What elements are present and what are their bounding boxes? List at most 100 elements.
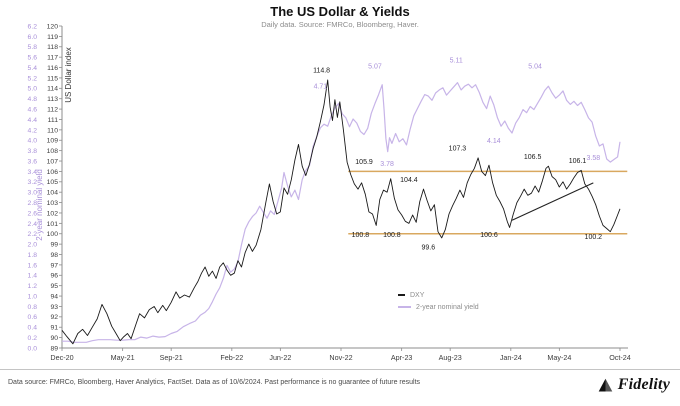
yield-axis-tick-label: 0.0: [28, 345, 38, 352]
usd-axis-tick-label: 99: [50, 242, 58, 249]
usd-axis-tick-label: 101: [47, 221, 59, 228]
yield-axis-tick-label: 1.2: [28, 283, 38, 290]
yield-axis-title: 2-year nominal yield: [35, 169, 44, 241]
yield-axis-tick-label: 5.6: [28, 55, 38, 62]
value-annotation: 3.78: [380, 161, 394, 168]
usd-axis-tick-label: 97: [50, 262, 58, 269]
x-axis-tick-label: Feb-22: [220, 353, 243, 362]
value-annotation: 114.8: [313, 68, 330, 75]
yield-axis-tick-label: 0.4: [28, 325, 38, 332]
legend-item-yield: 2-year nominal yield: [398, 301, 479, 313]
usd-axis-tick-label: 100: [47, 231, 59, 238]
axis-frame: [61, 26, 628, 349]
usd-axis-tick-label: 93: [50, 304, 58, 311]
plot-area: 120 6.2 119 6.0 118 5.8 117 5.6 116 5.4 115 5.2 114 5…: [28, 23, 631, 362]
yield-series-line: [62, 82, 621, 343]
fidelity-wordmark: Fidelity: [617, 376, 670, 393]
yield-axis-tick-label: 1.8: [28, 252, 38, 259]
yield-axis-tick-label: 6.0: [28, 34, 38, 41]
value-annotation: 100.6: [480, 232, 498, 239]
yield-axis-tick-label: 5.8: [28, 44, 38, 51]
yield-axis-tick-label: 4.6: [28, 106, 38, 113]
yield-axis-tick-label: 0.6: [28, 314, 38, 321]
usd-axis-tick-label: 117: [47, 55, 58, 62]
value-annotation: 99.6: [422, 244, 436, 251]
yield-axis-tick-label: 5.0: [28, 86, 38, 93]
yield-axis-tick-label: 1.4: [28, 273, 38, 280]
yield-axis-tick-label: 4.4: [28, 117, 38, 124]
value-annotation: 106.5: [524, 154, 542, 161]
value-annotation: 100.2: [585, 234, 603, 241]
value-annotation: 104.4: [400, 177, 418, 184]
usd-axis-tick-label: 108: [47, 148, 59, 155]
legend-item-dxy: DXY: [398, 289, 479, 301]
x-axis-tick-label: Jan-24: [500, 353, 522, 362]
yield-axis-tick-label: 6.2: [28, 23, 38, 30]
usd-axis-title: US Dollar index: [64, 47, 73, 103]
yield-axis-tick-label: 3.0: [28, 190, 38, 197]
value-annotation: 5.04: [528, 64, 542, 71]
usd-axis-tick-label: 111: [48, 117, 59, 124]
usd-axis-tick-label: 112: [47, 106, 58, 113]
chart-title: The US Dollar & Yields: [270, 4, 410, 19]
x-axis-tick-label: Jun-22: [269, 353, 291, 362]
usd-axis-tick-label: 95: [50, 283, 58, 290]
usd-axis-tick-label: 98: [50, 252, 58, 259]
x-axis-tick-label: May-21: [111, 353, 135, 362]
legend-label-yield: 2-year nominal yield: [416, 303, 479, 311]
usd-axis-tick-label: 118: [47, 44, 58, 51]
chart-subtitle: Daily data. Source: FMRCo, Bloomberg, Ha…: [261, 20, 419, 29]
usd-axis-tick-label: 104: [47, 190, 59, 197]
value-annotation: 107.3: [449, 146, 467, 153]
usd-axis-tick-label: 91: [50, 325, 58, 332]
yield-axis-tick-label: 4.8: [28, 96, 38, 103]
usd-axis-tick-label: 94: [50, 293, 58, 300]
legend-label-dxy: DXY: [410, 291, 425, 299]
yield-axis-tick-label: 0.8: [28, 304, 38, 311]
legend: DXY 2-year nominal yield: [398, 289, 479, 313]
x-axis-tick-label: Apr-23: [391, 353, 413, 362]
footer: Data source: FMRCo, Bloomberg, Haver Ana…: [0, 369, 680, 406]
x-axis-tick-label: Sep-21: [160, 353, 183, 362]
usd-axis-tick-label: 105: [47, 179, 59, 186]
yield-axis-tick-label: 3.2: [28, 179, 38, 186]
x-axis-tick-label: Aug-23: [439, 353, 462, 362]
usd-axis-tick-label: 106: [47, 169, 59, 176]
usd-axis-tick-label: 103: [47, 200, 59, 207]
value-annotation: 105.9: [355, 159, 373, 166]
usd-axis-tick-label: 92: [50, 314, 58, 321]
yield-axis-tick-label: 4.0: [28, 138, 38, 145]
usd-axis-tick-label: 113: [47, 96, 58, 103]
usd-axis-tick-label: 120: [47, 23, 59, 30]
dxy-series-line: [61, 79, 621, 345]
yield-axis-tick-label: 0.2: [28, 335, 38, 342]
value-annotation: 4.71: [314, 83, 328, 90]
yield-line-marker: [398, 306, 411, 308]
usd-axis-tick-label: 110: [47, 127, 58, 134]
value-annotation: 100.8: [352, 232, 370, 239]
yield-axis-tick-label: 5.2: [28, 75, 38, 82]
usd-axis-tick-label: 119: [47, 34, 58, 41]
value-annotation: 4.14: [487, 138, 501, 145]
yield-axis-tick-label: 1.0: [28, 293, 38, 300]
usd-axis-tick-label: 96: [50, 273, 58, 280]
trend-line: [511, 182, 594, 221]
usd-axis-tick-label: 114: [47, 86, 58, 93]
usd-axis-tick-label: 102: [47, 210, 59, 217]
yield-axis-tick-label: 2.8: [28, 200, 38, 207]
x-axis-tick-label: Dec-20: [50, 353, 73, 362]
usd-axis-tick-label: 90: [50, 335, 58, 342]
usd-axis-tick-label: 116: [47, 65, 58, 72]
yield-axis-tick-label: 3.8: [28, 148, 38, 155]
footer-disclaimer: Data source: FMRCo, Bloomberg, Haver Ana…: [8, 379, 421, 386]
x-axis-tick-label: Oct-24: [609, 353, 631, 362]
fidelity-pyramid-icon: [598, 378, 613, 391]
yield-axis-tick-label: 2.6: [28, 210, 38, 217]
usd-axis-tick-label: 115: [47, 75, 58, 82]
x-axis-tick-label: Nov-22: [329, 353, 352, 362]
yield-axis-tick-label: 4.2: [28, 127, 38, 134]
fidelity-logo: Fidelity: [597, 376, 670, 394]
yield-axis-tick-label: 2.0: [28, 242, 38, 249]
yield-axis-tick-label: 2.4: [28, 221, 38, 228]
